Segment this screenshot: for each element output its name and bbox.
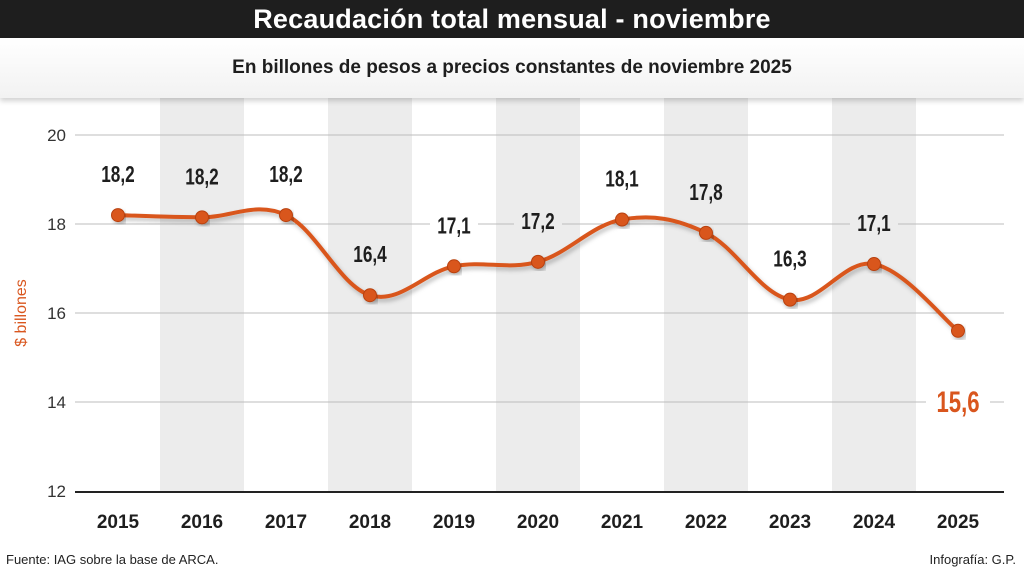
data-label: 17,1 xyxy=(437,214,470,239)
year-band xyxy=(496,98,580,492)
data-label-bg xyxy=(682,177,730,206)
year-band xyxy=(664,98,748,492)
y-axis-label: $ billones xyxy=(13,279,30,347)
data-label-bg xyxy=(850,209,898,238)
data-point xyxy=(111,208,125,223)
source-note: Fuente: IAG sobre la base de ARCA. xyxy=(6,552,219,567)
x-tick-label: 2020 xyxy=(517,512,559,533)
y-tick-label: 18 xyxy=(47,215,66,234)
x-tick-label: 2015 xyxy=(97,512,140,533)
data-label-bg xyxy=(430,211,478,240)
chart-subtitle-band: En billones de pesos a precios constante… xyxy=(0,38,1024,98)
data-label-bg xyxy=(262,160,310,189)
data-label: 18,2 xyxy=(185,165,218,190)
data-label: 17,2 xyxy=(521,210,554,235)
data-label-bg xyxy=(598,164,646,193)
credit-note: Infografía: G.P. xyxy=(929,552,1016,567)
year-band xyxy=(160,98,244,492)
x-tick-label: 2023 xyxy=(769,512,811,533)
data-label: 17,1 xyxy=(857,212,890,237)
year-band xyxy=(832,98,916,492)
x-tick-label: 2024 xyxy=(853,512,896,533)
y-tick-label: 16 xyxy=(47,304,66,323)
data-point xyxy=(783,292,797,307)
data-label-bg xyxy=(766,244,814,273)
x-tick-label: 2022 xyxy=(685,512,727,533)
y-tick-label: 12 xyxy=(47,482,66,501)
data-point xyxy=(867,257,881,272)
data-label-bg xyxy=(346,240,394,269)
data-point xyxy=(447,259,461,274)
chart-subtitle: En billones de pesos a precios constante… xyxy=(232,57,792,78)
data-label: 18,1 xyxy=(605,167,638,192)
chart-title: Recaudación total mensual - noviembre xyxy=(253,3,771,34)
data-points xyxy=(111,208,965,338)
data-point xyxy=(951,323,965,338)
x-tick-label: 2025 xyxy=(937,512,980,533)
year-bands xyxy=(160,98,916,492)
data-point xyxy=(615,212,629,227)
y-tick-label: 14 xyxy=(47,393,66,412)
data-label: 18,2 xyxy=(101,163,134,188)
data-point xyxy=(195,210,209,225)
data-label-bg xyxy=(178,162,226,191)
x-tick-label: 2021 xyxy=(601,512,644,533)
data-point xyxy=(279,208,293,223)
y-axis-ticks: 12 14 16 18 20 xyxy=(47,126,66,501)
data-labels: 18,2 18,2 18,2 16,4 17,1 17,2 18,1 17,8 16,3 17,1… xyxy=(94,160,990,422)
data-label: 16,3 xyxy=(773,248,806,273)
x-tick-label: 2016 xyxy=(181,512,223,533)
y-tick-label: 20 xyxy=(47,126,66,145)
x-tick-label: 2019 xyxy=(433,512,475,533)
x-tick-label: 2017 xyxy=(265,512,307,533)
data-label: 16,4 xyxy=(353,243,387,268)
chart-title-bar: Recaudación total mensual - noviembre xyxy=(0,0,1024,38)
data-point xyxy=(531,254,545,269)
data-point xyxy=(363,288,377,303)
data-label-bg xyxy=(94,160,142,189)
data-point xyxy=(699,225,713,240)
highlight-label-bg xyxy=(926,382,990,422)
data-label-bg xyxy=(514,206,562,235)
data-label: 17,8 xyxy=(689,181,722,206)
x-axis-ticks: 2015 2016 2017 2018 2019 2020 2021 2022 2023 2024… xyxy=(97,512,980,533)
highlight-data-label: 15,6 xyxy=(936,387,979,419)
data-label: 18,2 xyxy=(269,163,302,188)
x-tick-label: 2018 xyxy=(349,512,391,533)
